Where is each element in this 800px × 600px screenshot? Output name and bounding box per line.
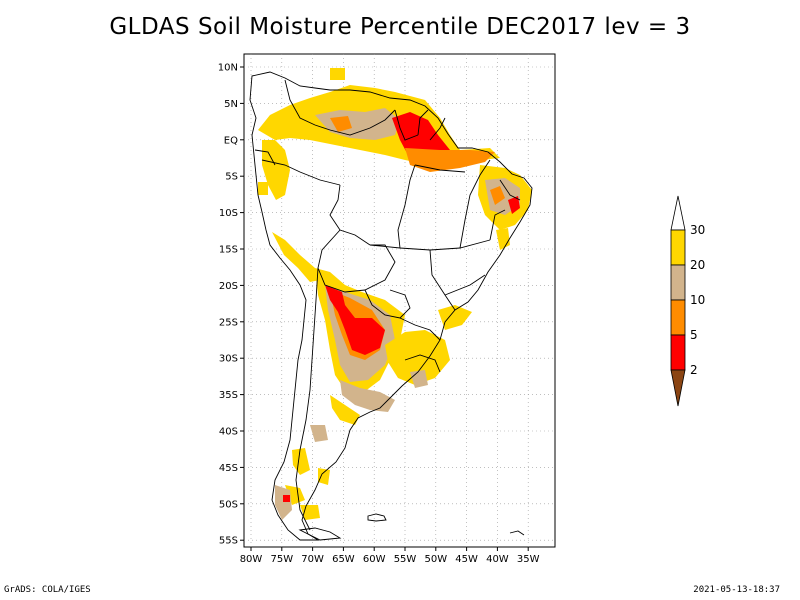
latitude-tick-label: EQ: [224, 135, 238, 146]
colorbar: 30 20 10 5 2: [670, 195, 705, 407]
colorbar-segment-5-10: [670, 299, 686, 336]
border-peru-brazil: [329, 184, 371, 246]
latitude-tick-label: 25S: [219, 317, 238, 328]
patch-pampas-tan: [340, 380, 395, 412]
colorbar-label-5: 5: [690, 328, 698, 342]
patch-pat-1: [310, 425, 328, 442]
latitude-tick-label: 5N: [224, 99, 238, 110]
patch-colombia-west: [262, 140, 290, 200]
patch-pat-2: [292, 448, 310, 475]
longitude-tick-label: 35W: [517, 554, 540, 565]
coastline-borders: [249, 71, 533, 541]
border-french-guiana: [429, 117, 446, 141]
colorbar-bottom-arrow: [670, 369, 686, 407]
patch-uruguay-yellow: [385, 330, 450, 385]
latitude-labels: 10N 5N EQ 5S 10S 15S 20S 25S 30S 35S 40S 45S 50S 55S: [218, 63, 244, 547]
longitude-tick-label: 65W: [332, 554, 355, 565]
border-brazil-states-3: [397, 164, 416, 249]
patch-central-red: [325, 285, 385, 355]
latitude-tick-label: 10N: [218, 63, 238, 74]
patch-ne-red: [508, 196, 520, 214]
patch-pat-3: [318, 468, 330, 485]
border-brazil-states-6: [489, 209, 506, 241]
patch-pat-6: [275, 485, 292, 520]
latitude-tick-label: 15S: [219, 245, 238, 256]
longitude-labels: 80W 75W 70W 65W 60W 55W 50W 45W 40W 35W: [240, 547, 540, 565]
longitude-tick-label: 50W: [424, 554, 447, 565]
colorbar-top-arrow: [670, 195, 686, 231]
continent-outline: [249, 71, 533, 541]
border-suriname: [417, 109, 429, 136]
longitude-tick-label: 75W: [270, 554, 293, 565]
longitude-tick-label: 60W: [363, 554, 386, 565]
border-ecuador: [254, 149, 276, 166]
border-brazil-states-7: [444, 274, 486, 296]
latitude-tick-label: 35S: [219, 390, 238, 401]
border-colombia-peru: [261, 159, 341, 186]
border-brazil-states-5: [499, 179, 521, 201]
longitude-tick-label: 45W: [455, 554, 478, 565]
patch-north-dot-1: [330, 68, 345, 80]
colorbar-segment-20-30: [670, 229, 686, 266]
longitude-tick-label: 70W: [301, 554, 324, 565]
border-venezuela-brazil: [329, 109, 396, 136]
colorbar-label-10: 10: [690, 293, 705, 307]
colorbar-label-2: 2: [690, 363, 698, 377]
patch-north-dot-2: [258, 182, 268, 195]
patch-north-orange-1: [330, 116, 352, 132]
border-guyana: [394, 109, 419, 141]
latitude-tick-label: 30S: [219, 354, 238, 365]
border-bolivia: [317, 229, 396, 293]
border-argentina-brazil: [399, 317, 441, 341]
patch-peru-coast: [272, 232, 320, 282]
patch-se-brazil: [438, 305, 472, 330]
latitude-tick-label: 5S: [225, 172, 238, 183]
latitude-tick-label: 40S: [219, 427, 238, 438]
footer-credit: GrADS: COLA/IGES: [4, 585, 91, 595]
colorbar-label-30: 30: [690, 223, 705, 237]
latitude-tick-label: 50S: [219, 499, 238, 510]
tierra-del-fuego: [298, 527, 342, 541]
border-uruguay: [404, 354, 441, 373]
latitude-tick-label: 20S: [219, 281, 238, 292]
south-georgia: [509, 530, 525, 536]
colorbar-label-20: 20: [690, 258, 705, 272]
longitude-tick-label: 40W: [486, 554, 509, 565]
longitude-tick-label: 80W: [240, 554, 263, 565]
patch-pampas-yellow: [330, 395, 360, 425]
border-chile-argentina: [295, 267, 319, 531]
patch-pat-red: [283, 495, 290, 502]
falkland-islands: [367, 513, 387, 522]
latitude-tick-label: 10S: [219, 208, 238, 219]
latitude-tick-label: 55S: [219, 536, 238, 547]
longitude-tick-label: 55W: [394, 554, 417, 565]
map-title: GLDAS Soil Moisture Percentile DEC2017 l…: [109, 14, 691, 40]
latitude-tick-label: 45S: [219, 463, 238, 474]
colorbar-segment-2-5: [670, 334, 686, 371]
patch-ne-orange: [490, 186, 505, 205]
border-brazil-states-8: [414, 164, 466, 173]
footer-timestamp: 2021-05-13-18:37: [693, 585, 780, 595]
border-brazil-states-4: [459, 159, 491, 249]
border-colombia-venezuela: [284, 79, 331, 131]
border-brazil-states-2: [429, 249, 456, 311]
colorbar-segment-10-20: [670, 264, 686, 301]
patch-amazon-orange: [405, 148, 495, 172]
